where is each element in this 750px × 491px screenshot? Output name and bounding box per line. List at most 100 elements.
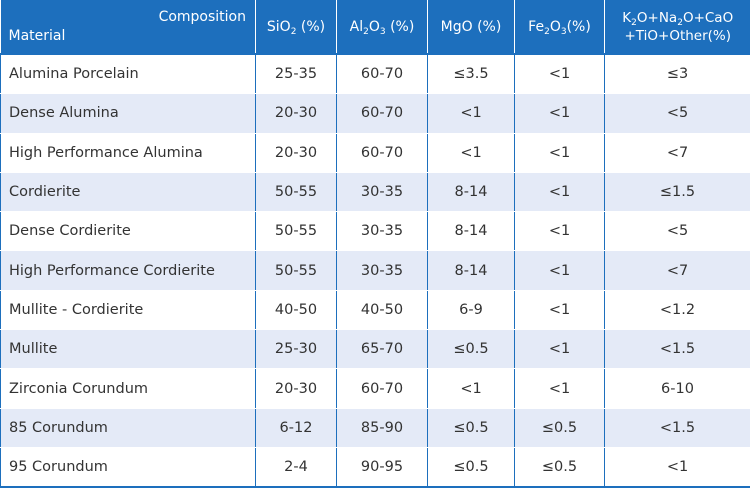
table-row: Mullite 25-30 65-70 ≤0.5 <1 <1.5 [0,329,750,370]
header-mgo: MgO (%) [427,0,515,55]
cell-fe2o3: ≤0.5 [514,408,605,448]
header-fe2o3-sub1: 2 [544,26,550,37]
cell-sio2: 20-30 [255,93,337,134]
cell-mgo: ≤0.5 [427,329,515,370]
cell-material: Dense Cordierite [0,211,256,252]
cell-al2o3: 85-90 [336,408,428,448]
cell-other: 6-10 [604,368,750,409]
cell-other: <1 [604,447,750,489]
cell-fe2o3: <1 [514,133,605,173]
table-header: Composition Material SiO2 (%) Al2O3 (%) … [0,0,750,55]
header-row: Composition Material SiO2 (%) Al2O3 (%) … [0,0,750,55]
cell-mgo: <1 [427,133,515,173]
cell-material: High Performance Alumina [0,133,256,173]
cell-mgo: ≤0.5 [427,408,515,448]
header-sio2-sub: 2 [290,26,297,37]
cell-mgo: <1 [427,368,515,409]
table-row: Alumina Porcelain 25-35 60-70 ≤3.5 <1 ≤3 [0,54,750,95]
cell-mgo: 8-14 [427,211,515,252]
cell-material: 95 Corundum [0,447,256,489]
cell-fe2o3: <1 [514,211,605,252]
cell-mgo: 8-14 [427,250,515,291]
cell-al2o3: 40-50 [336,290,428,331]
table-row: 85 Corundum 6-12 85-90 ≤0.5 ≤0.5 <1.5 [0,408,750,448]
cell-al2o3: 30-35 [336,250,428,291]
cell-material: Zirconia Corundum [0,368,256,409]
cell-sio2: 20-30 [255,133,337,173]
cell-material: High Performance Cordierite [0,250,256,291]
header-fe2o3-o: O [549,18,561,35]
header-al2o3-o: O [368,18,380,35]
cell-mgo: 8-14 [427,172,515,213]
cell-fe2o3: <1 [514,329,605,370]
header-other-na: O+Na [636,9,678,26]
cell-mgo: <1 [427,93,515,134]
cell-fe2o3: <1 [514,172,605,213]
header-al2o3-al: Al [349,18,364,35]
cell-sio2: 50-55 [255,172,337,213]
cell-al2o3: 90-95 [336,447,428,489]
cell-al2o3: 60-70 [336,133,428,173]
header-fe2o3-fe: Fe [528,18,545,35]
cell-al2o3: 30-35 [336,211,428,252]
cell-material: Cordierite [0,172,256,213]
table-row: 95 Corundum 2-4 90-95 ≤0.5 ≤0.5 <1 [0,447,750,489]
header-other-sub2: 2 [677,17,683,28]
cell-other: <5 [604,93,750,134]
cell-fe2o3: <1 [514,93,605,134]
header-al2o3-sub1: 2 [363,26,369,37]
cell-sio2: 25-30 [255,329,337,370]
header-sio2-unit: (%) [296,18,326,35]
cell-material: 85 Corundum [0,408,256,448]
cell-al2o3: 60-70 [336,93,428,134]
header-fe2o3-unit: (%) [566,18,591,35]
cell-other: <1.5 [604,329,750,370]
header-other-cao: O+CaO [682,9,734,26]
header-other-oxides: K2O+Na2O+CaO +TiO+Other(%) [604,0,750,55]
header-al2o3-sub2: 3 [379,26,386,37]
cell-sio2: 40-50 [255,290,337,331]
cell-other: <7 [604,250,750,291]
cell-mgo: ≤0.5 [427,447,515,489]
cell-other: <1.2 [604,290,750,331]
header-composition-label: Composition [158,9,246,25]
cell-al2o3: 30-35 [336,172,428,213]
cell-other: ≤1.5 [604,172,750,213]
cell-material: Dense Alumina [0,93,256,134]
cell-sio2: 20-30 [255,368,337,409]
cell-material: Alumina Porcelain [0,54,256,95]
cell-other: <1.5 [604,408,750,448]
header-fe2o3: Fe2O3(%) [514,0,605,55]
cell-mgo: 6-9 [427,290,515,331]
cell-other: <7 [604,133,750,173]
header-other-line2: +TiO+Other(%) [624,27,732,44]
table-row: Cordierite 50-55 30-35 8-14 <1 ≤1.5 [0,172,750,213]
header-sio2-formula: SiO [266,18,291,35]
cell-material: Mullite - Cordierite [0,290,256,331]
cell-al2o3: 60-70 [336,54,428,95]
cell-fe2o3: <1 [514,368,605,409]
table-row: Mullite - Cordierite 40-50 40-50 6-9 <1 <1.2 [0,290,750,331]
cell-fe2o3: <1 [514,250,605,291]
cell-fe2o3: <1 [514,290,605,331]
header-other-line1: K2O+Na2O+CaO [605,9,750,28]
header-al2o3-unit: (%) [385,18,415,35]
table-body: Alumina Porcelain 25-35 60-70 ≤3.5 <1 ≤3 Dense… [0,54,750,489]
header-fe2o3-sub2: 3 [560,26,567,37]
cell-sio2: 25-35 [255,54,337,95]
header-al2o3: Al2O3 (%) [336,0,428,55]
header-material-label: Material [8,28,66,44]
header-other-k: K [622,9,632,26]
header-corner-cell: Composition Material [0,0,256,55]
table-row: High Performance Alumina 20-30 60-70 <1 <1 <7 [0,133,750,173]
cell-other: <5 [604,211,750,252]
header-sio2: SiO2 (%) [255,0,337,55]
cell-fe2o3: ≤0.5 [514,447,605,489]
table-row: High Performance Cordierite 50-55 30-35 8-1… [0,250,750,291]
cell-material: Mullite [0,329,256,370]
table-row: Dense Alumina 20-30 60-70 <1 <1 <5 [0,93,750,134]
table-row: Zirconia Corundum 20-30 60-70 <1 <1 6-10 [0,368,750,409]
cell-al2o3: 65-70 [336,329,428,370]
